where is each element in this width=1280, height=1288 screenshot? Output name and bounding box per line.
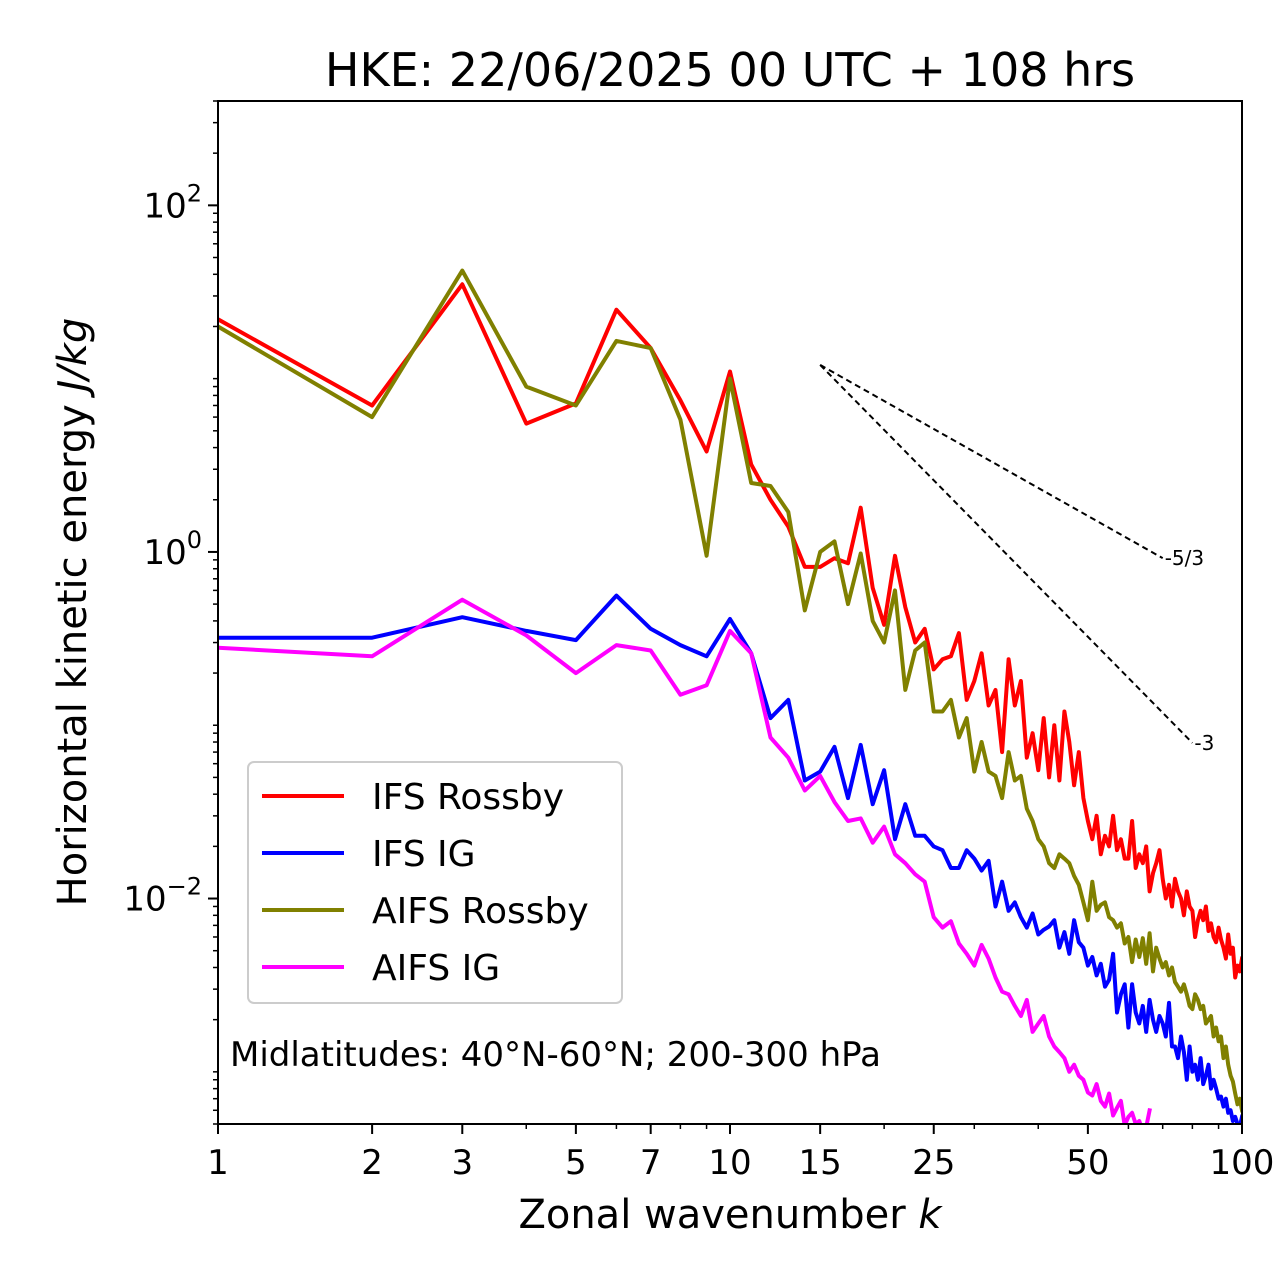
x-tick-label: 7 <box>640 1143 662 1183</box>
legend-label: IFS Rossby <box>372 777 564 818</box>
legend-label: AIFS Rossby <box>372 891 589 932</box>
x-tick-label: 5 <box>565 1143 587 1183</box>
legend: IFS Rossby IFS IG AIFS Rossby AIFS IG <box>247 761 623 1004</box>
reference-line-2 <box>819 364 1194 744</box>
x-axis-label-var: k <box>918 1192 943 1238</box>
series-line-aifs-ig <box>218 597 1152 1124</box>
series-line-aifs-rossby <box>218 268 1242 1113</box>
y-axis-label-text: Horizontal kinetic energy <box>50 404 96 906</box>
x-tick-label: 100 <box>1210 1143 1275 1183</box>
reference-line-label: -5/3 <box>1165 546 1204 570</box>
region-annotation: Midlatitudes: 40°N-60°N; 200-300 hPa <box>230 1035 881 1075</box>
x-tick-label: 50 <box>1066 1143 1109 1183</box>
plot-area <box>218 268 1242 1124</box>
chart-title: HKE: 22/06/2025 00 UTC + 108 hrs <box>325 43 1135 97</box>
x-tick-label: 10 <box>708 1143 751 1183</box>
legend-label: AIFS IG <box>372 948 500 989</box>
y-tick-label: 102 <box>143 179 202 226</box>
x-tick-label: 15 <box>799 1143 842 1183</box>
reference-line-label: -3 <box>1194 731 1214 755</box>
series-line-ifs-rossby <box>218 282 1242 980</box>
x-axis-label: Zonal wavenumber k <box>518 1192 943 1238</box>
y-axis-label-unit: J/kg <box>50 318 96 399</box>
y-tick-label: 100 <box>143 526 202 573</box>
series-line-ifs-ig <box>218 593 1242 1124</box>
reference-line-1 <box>819 364 1164 560</box>
x-tick-label: 1 <box>207 1143 229 1183</box>
legend-label: IFS IG <box>372 834 476 875</box>
y-tick-label: 10−2 <box>123 873 202 920</box>
x-tick-label: 25 <box>912 1143 955 1183</box>
x-tick-label: 2 <box>361 1143 383 1183</box>
axes <box>208 100 1243 1134</box>
legend-box <box>247 761 623 1004</box>
y-axis-label: Horizontal kinetic energy J/kg <box>50 318 96 907</box>
x-tick-label: 3 <box>451 1143 473 1183</box>
x-axis-label-text: Zonal wavenumber <box>518 1192 906 1238</box>
